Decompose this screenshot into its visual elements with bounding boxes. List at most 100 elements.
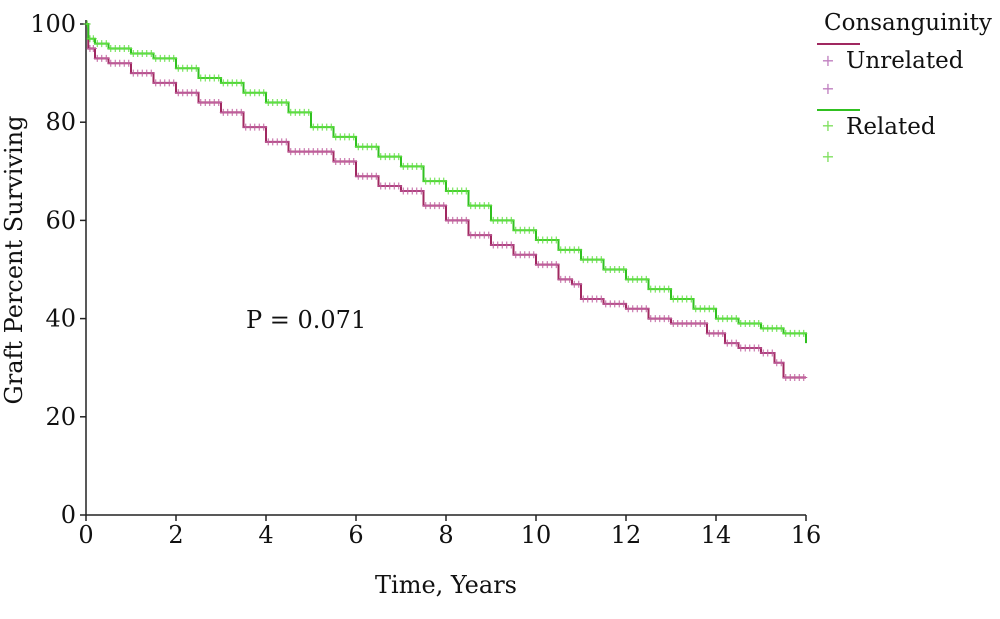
censor-mark-related — [597, 256, 605, 264]
censor-mark-unrelated — [701, 320, 709, 328]
censor-mark-unrelated — [350, 157, 358, 165]
censor-mark-unrelated — [777, 359, 785, 367]
legend: Consanguinity + + Unrelated + + Related — [817, 10, 992, 166]
censor-mark-unrelated — [440, 202, 448, 210]
series-line-unrelated — [86, 23, 806, 379]
censor-mark-related — [440, 177, 448, 185]
censor-mark-unrelated — [507, 241, 515, 249]
censor-mark-related — [395, 153, 403, 161]
censor-mark-unrelated — [620, 300, 628, 308]
legend-title: Consanguinity — [824, 10, 992, 36]
legend-label-unrelated: Unrelated — [846, 48, 964, 74]
censor-mark-related — [485, 202, 493, 210]
censor-mark-related — [417, 162, 425, 170]
censor-mark-unrelated — [237, 108, 245, 116]
censor-mark-related — [215, 74, 223, 82]
censor-mark-unrelated — [485, 231, 493, 239]
censor-mark-related — [620, 266, 628, 273]
x-tick-label: 0 — [78, 521, 93, 549]
censor-mark-unrelated — [552, 261, 560, 269]
censor-mark-related — [462, 187, 470, 195]
censor-mark-unrelated — [147, 69, 155, 77]
x-tick-label: 14 — [701, 521, 732, 549]
x-tick-label: 16 — [791, 521, 822, 549]
series-unrelated — [83, 20, 808, 382]
censor-mark-unrelated — [642, 305, 650, 313]
censor-mark-unrelated — [800, 374, 808, 382]
censor-mark-unrelated — [372, 172, 380, 180]
censor-mark-unrelated — [566, 275, 574, 283]
censor-mark-related — [102, 40, 110, 48]
censor-mark-related — [642, 275, 650, 283]
y-axis-title: Graft Percent Surviving — [0, 116, 28, 405]
censor-mark-unrelated — [417, 187, 425, 195]
censor-mark-related — [170, 54, 178, 62]
y-tick-label: 60 — [45, 206, 76, 234]
censor-mark-unrelated — [530, 251, 538, 259]
censor-mark-related — [755, 320, 763, 328]
x-tick-label: 12 — [611, 521, 642, 549]
censor-mark-unrelated — [89, 45, 97, 53]
censor-mark-unrelated — [215, 99, 223, 107]
censor-mark-related — [800, 329, 808, 337]
censor-mark-unrelated — [665, 315, 673, 323]
censor-mark-unrelated — [732, 339, 740, 347]
censor-mark-unrelated — [260, 123, 268, 131]
series-line-related — [86, 23, 807, 344]
axes: 0 2 4 6 8 10 12 14 16 0 20 40 60 80 100 — [30, 10, 821, 549]
censor-mark-related — [327, 123, 335, 131]
censor-mark-unrelated — [395, 182, 403, 190]
censor-mark-related — [732, 315, 740, 323]
censor-mark-unrelated — [462, 216, 470, 224]
censor-mark-related — [125, 45, 133, 53]
censor-mark-related — [350, 133, 358, 141]
censor-mark-related — [575, 246, 583, 254]
series-related — [83, 20, 808, 344]
legend-censor-unrelated-2: + — [821, 79, 834, 98]
x-axis-title: Time, Years — [375, 571, 517, 599]
censor-mark-unrelated — [192, 89, 200, 97]
censor-mark-related — [665, 285, 673, 293]
legend-label-related: Related — [846, 114, 936, 140]
censor-mark-related — [530, 226, 538, 234]
censor-mark-related — [710, 305, 718, 313]
legend-censor-unrelated-1: + — [821, 51, 834, 70]
censor-mark-related — [282, 99, 290, 107]
x-tick-label: 2 — [168, 521, 183, 549]
censor-mark-unrelated — [170, 79, 178, 87]
y-tick-label: 0 — [61, 501, 76, 529]
p-value-annotation: P = 0.071 — [246, 306, 366, 334]
censor-mark-related — [507, 216, 515, 224]
censor-mark-related — [552, 236, 560, 244]
y-tick-label: 40 — [45, 305, 76, 333]
legend-censor-related-1: + — [821, 116, 834, 135]
censor-mark-related — [89, 35, 97, 43]
x-tick-label: 6 — [348, 521, 363, 549]
censor-mark-related — [687, 295, 695, 303]
censor-mark-unrelated — [327, 148, 335, 156]
censor-mark-related — [147, 49, 155, 57]
censor-mark-unrelated — [719, 329, 727, 337]
y-tick-label: 20 — [45, 403, 76, 431]
censor-mark-unrelated — [125, 59, 133, 67]
y-ticks: 0 20 40 60 80 100 — [30, 10, 86, 529]
censor-mark-related — [237, 79, 245, 87]
x-tick-label: 8 — [438, 521, 453, 549]
y-tick-label: 80 — [45, 108, 76, 136]
x-tick-label: 10 — [521, 521, 552, 549]
censor-mark-unrelated — [102, 54, 110, 62]
y-tick-label: 100 — [30, 10, 76, 38]
censor-mark-related — [192, 64, 200, 72]
legend-censor-related-2: + — [821, 147, 834, 166]
censor-mark-unrelated — [768, 349, 776, 357]
series-layer — [83, 20, 808, 382]
censor-mark-unrelated — [597, 295, 605, 303]
censor-mark-unrelated — [575, 280, 583, 288]
censor-mark-unrelated — [755, 344, 763, 352]
censor-mark-related — [305, 108, 313, 116]
censor-mark-unrelated — [282, 138, 290, 146]
x-ticks: 0 2 4 6 8 10 12 14 16 — [78, 515, 821, 549]
censor-mark-related — [260, 89, 268, 97]
censor-mark-related — [777, 324, 785, 332]
